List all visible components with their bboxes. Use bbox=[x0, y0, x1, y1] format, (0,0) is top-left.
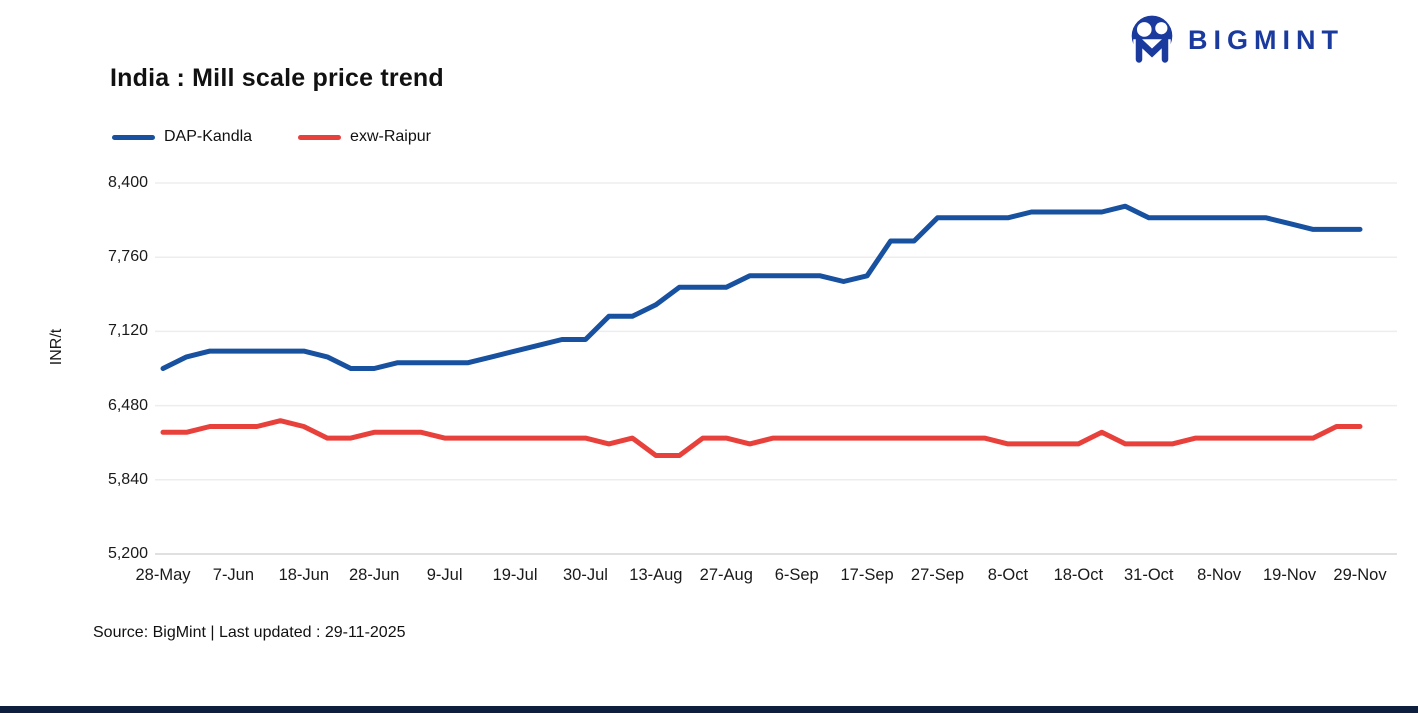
x-tick-label: 7-Jun bbox=[212, 566, 255, 584]
brand-logo: BIGMINT bbox=[1126, 14, 1344, 66]
legend-swatch-red bbox=[298, 134, 342, 140]
y-tick-label: 5,840 bbox=[107, 470, 148, 488]
x-tick-label: 31-Oct bbox=[1123, 566, 1174, 584]
series-line-dap-kandla bbox=[160, 203, 1363, 371]
legend-item-exw-raipur[interactable]: exw-Raipur bbox=[298, 128, 431, 146]
x-tick-label: 19-Nov bbox=[1262, 566, 1317, 584]
brand-name: BIGMINT bbox=[1188, 25, 1344, 55]
x-tick-label: 18-Jun bbox=[278, 566, 330, 584]
y-tick-label: 7,760 bbox=[107, 248, 148, 266]
x-tick-label: 9-Jul bbox=[426, 566, 463, 584]
source-note: Source: BigMint | Last updated : 29-11-2… bbox=[93, 624, 406, 641]
x-tick-label: 28-May bbox=[135, 566, 191, 584]
y-tick-label: 7,120 bbox=[107, 322, 148, 340]
legend-label: exw-Raipur bbox=[350, 128, 431, 145]
x-tick-label: 8-Nov bbox=[1197, 566, 1242, 584]
x-tick-label: 30-Jul bbox=[562, 566, 608, 584]
x-tick-label: 17-Sep bbox=[840, 566, 894, 584]
y-tick-label: 8,400 bbox=[107, 174, 148, 191]
y-tick-label: 6,480 bbox=[107, 396, 148, 414]
y-axis-title: INR/t bbox=[48, 328, 65, 366]
x-tick-label: 19-Jul bbox=[492, 566, 538, 584]
y-tick-label: 5,200 bbox=[107, 545, 148, 562]
x-tick-label: 27-Aug bbox=[699, 566, 753, 584]
x-tick-label: 29-Nov bbox=[1333, 566, 1387, 584]
legend-swatch-blue bbox=[112, 134, 155, 140]
x-tick-label: 6-Sep bbox=[774, 566, 819, 584]
legend-label: DAP-Kandla bbox=[164, 128, 253, 145]
chart-legend: DAP-Kandla exw-Raipur bbox=[112, 128, 431, 146]
x-tick-label: 13-Aug bbox=[629, 566, 683, 584]
chart-title: India : Mill scale price trend bbox=[110, 64, 444, 92]
bigmint-logo-icon bbox=[1131, 15, 1173, 63]
x-tick-label: 18-Oct bbox=[1053, 566, 1104, 584]
footer-bar bbox=[0, 706, 1418, 713]
x-tick-label: 28-Jun bbox=[349, 566, 400, 584]
series-line-exw-raipur bbox=[160, 418, 1363, 458]
x-tick-label: 27-Sep bbox=[910, 566, 965, 584]
x-tick-label: 8-Oct bbox=[987, 566, 1029, 584]
legend-item-dap-kandla[interactable]: DAP-Kandla bbox=[112, 128, 252, 146]
